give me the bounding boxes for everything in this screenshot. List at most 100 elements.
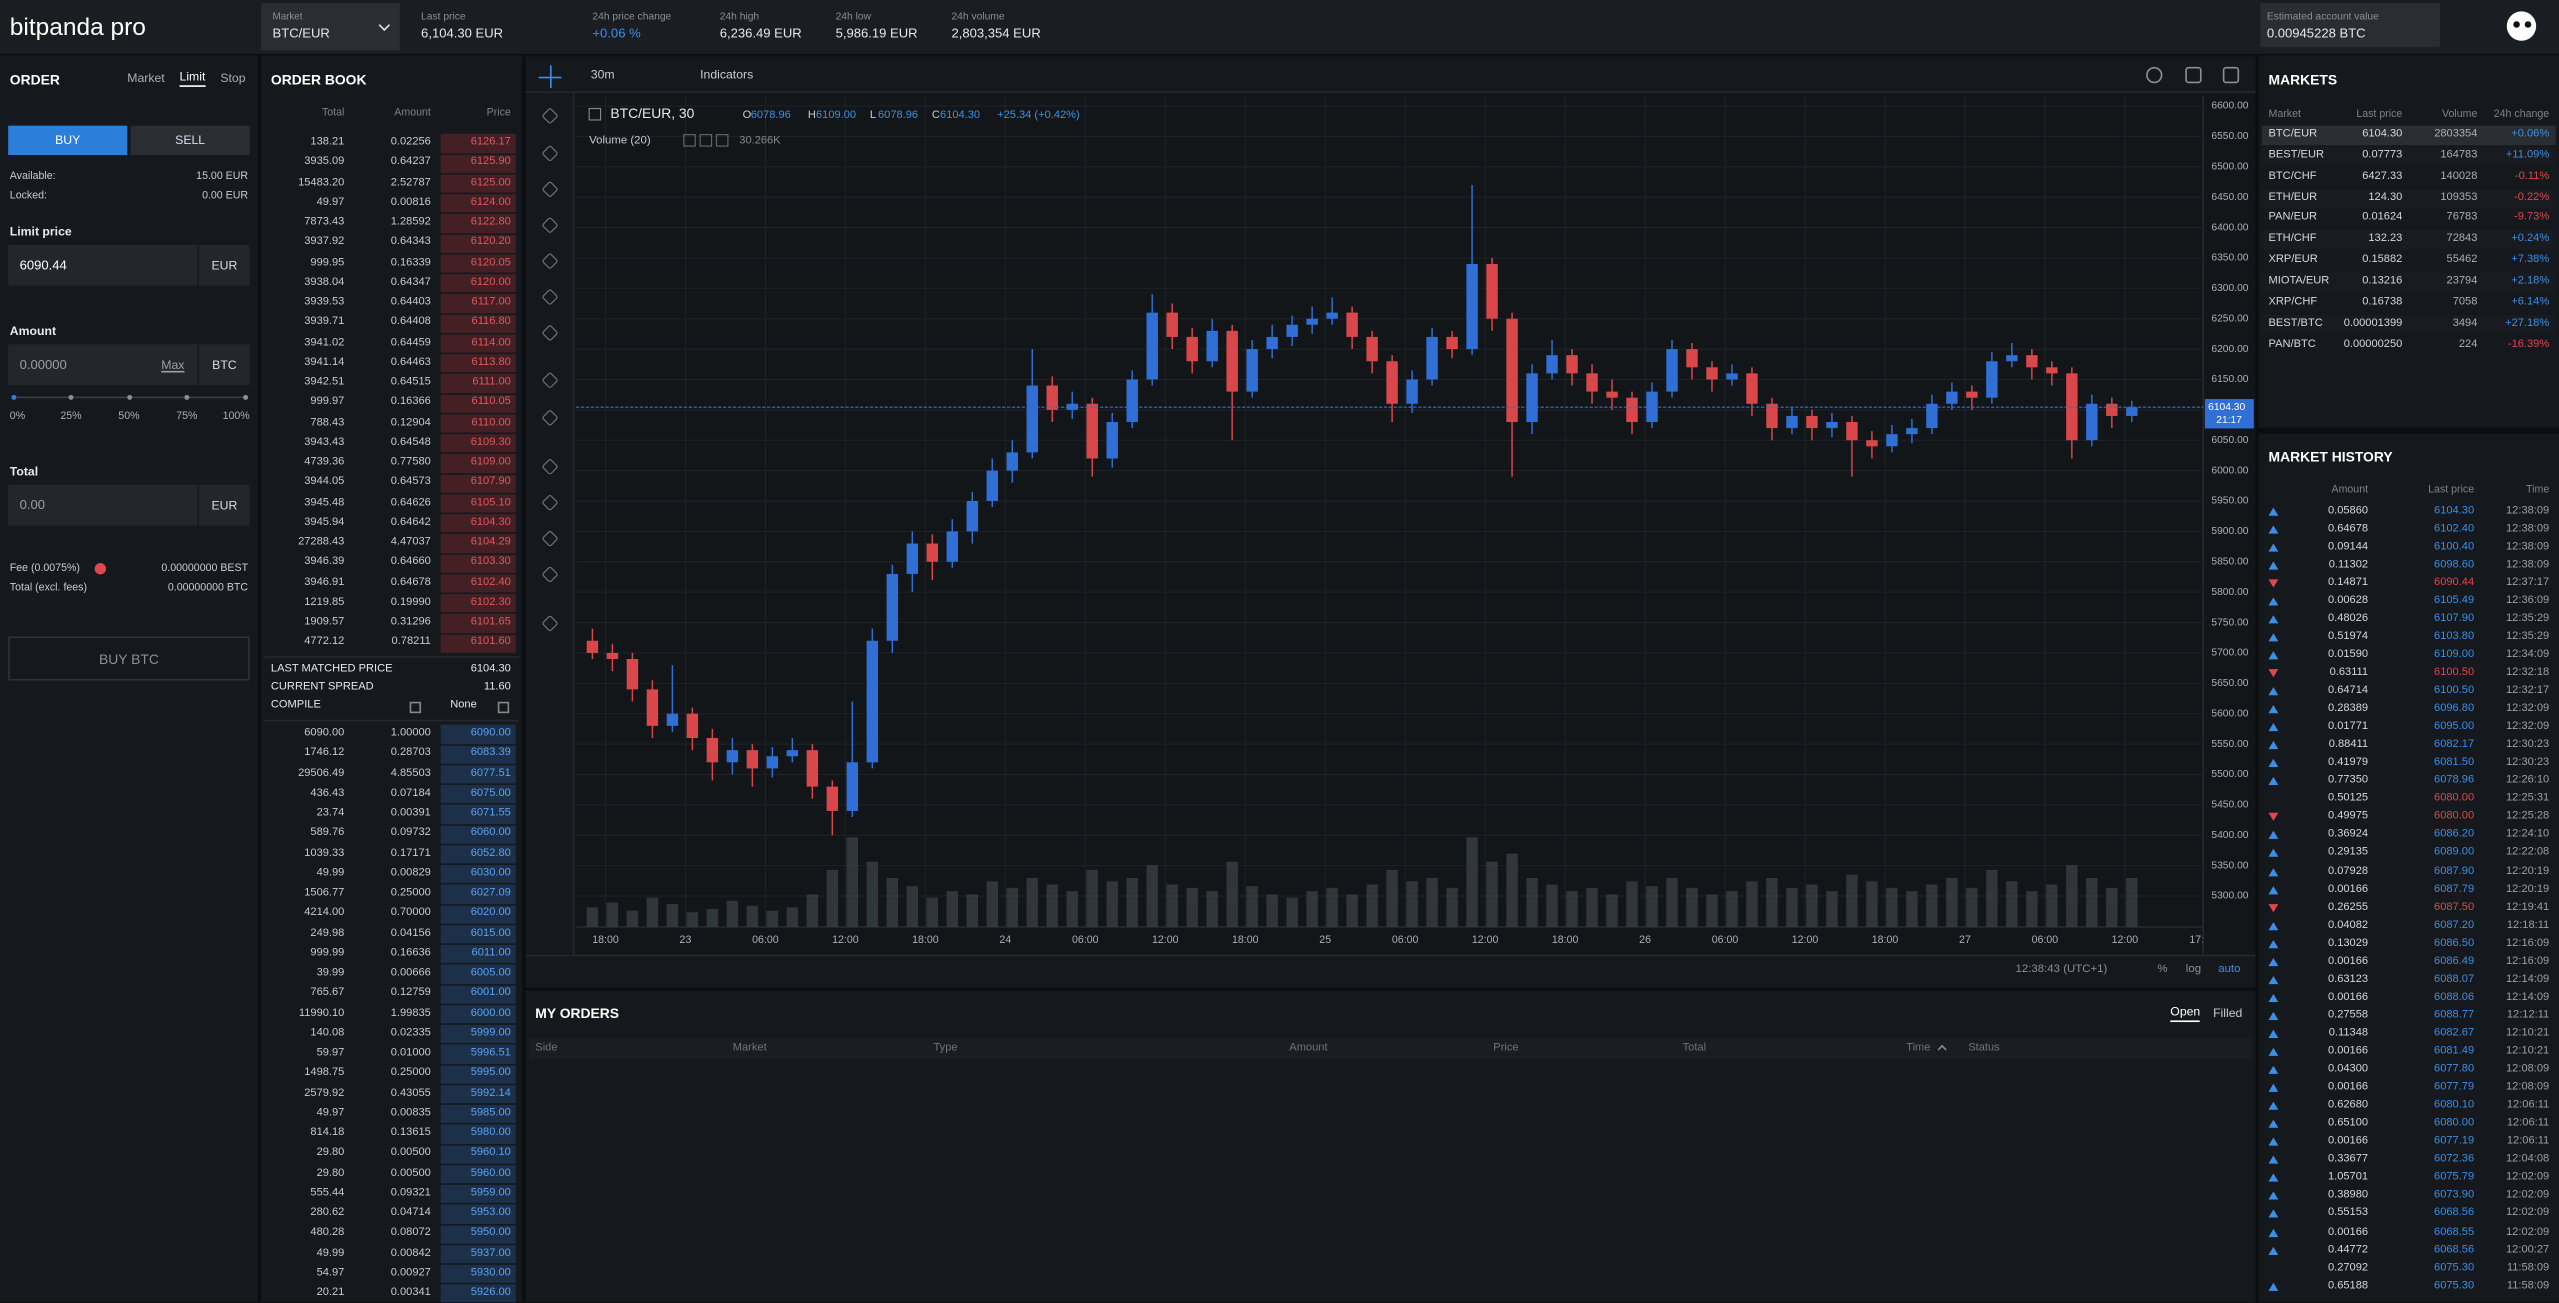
down-arrow (2268, 669, 2279, 678)
market-row[interactable] (2261, 314, 2556, 334)
candle-body (1986, 361, 1998, 398)
trade-time: 12:38:09 (2506, 522, 2550, 534)
volume-bar (1866, 881, 1878, 927)
trade-price: 6096.80 (2434, 702, 2475, 715)
price: 5996.51 (470, 1047, 511, 1059)
candle-body (586, 640, 599, 653)
market-volume: 2803354 (2434, 128, 2478, 140)
market-row[interactable] (2261, 167, 2556, 188)
slider-dot[interactable] (126, 394, 132, 400)
trade-price: 6068.56 (2434, 1207, 2475, 1220)
market-row[interactable] (2261, 251, 2556, 272)
slider-dot[interactable] (68, 394, 74, 400)
total: 1219.85 (304, 596, 345, 608)
submit-button[interactable] (8, 636, 250, 681)
input-value: 6090.44 (19, 257, 67, 272)
chart-footer (525, 954, 2256, 988)
slider-dot[interactable] (242, 394, 248, 400)
toolbar-icon[interactable] (2185, 66, 2202, 84)
amount: 0.28703 (390, 747, 431, 759)
avatar[interactable] (2506, 11, 2537, 41)
candle-body (1446, 336, 1458, 350)
slider-dot[interactable] (10, 394, 16, 400)
panel-title: MARKET HISTORY (2268, 448, 2393, 465)
market-row[interactable] (2261, 188, 2556, 209)
order-tab[interactable]: Limit (179, 70, 206, 87)
volume-bar (726, 900, 739, 927)
scale-option[interactable]: % (2157, 963, 2168, 976)
scale-option[interactable]: auto (2218, 963, 2241, 976)
market-row[interactable] (2261, 209, 2556, 230)
trade-amount: 0.07928 (2327, 865, 2369, 877)
scale-option[interactable]: log (2185, 963, 2202, 976)
y-tick-label: 5600.00 (2211, 708, 2248, 719)
chart-title: BTC/EUR, 30 (610, 105, 694, 121)
slider-dot[interactable] (184, 394, 190, 400)
y-tick-label: 5350.00 (2211, 860, 2248, 871)
volume-bar (1946, 878, 1958, 927)
y-tick-label: 5650.00 (2211, 678, 2248, 689)
market-row[interactable] (2261, 335, 2556, 355)
market-price: 124.30 (2368, 191, 2403, 203)
price-cell (440, 1225, 516, 1244)
price: 6104.30 (470, 516, 511, 528)
price: 6126.17 (470, 136, 511, 148)
panel-title: ORDER (9, 71, 60, 88)
indicators-button[interactable]: Indicators (700, 67, 754, 83)
volume-bar (586, 907, 599, 927)
compile-label: COMPILE (270, 699, 321, 711)
trade-time: 12:06:11 (2506, 1135, 2550, 1148)
buy-button[interactable] (8, 125, 128, 156)
volume-bar (1926, 884, 1938, 927)
market-row[interactable] (2261, 146, 2556, 167)
orders-tab[interactable]: Filled (2213, 1005, 2243, 1021)
market-row[interactable] (2261, 125, 2556, 146)
market-row[interactable] (2261, 230, 2556, 251)
volume-bar (1786, 887, 1798, 927)
volume-bar (1006, 887, 1018, 927)
up-arrow (2268, 1192, 2279, 1201)
total: 138.21 (310, 136, 345, 148)
input-field[interactable] (8, 244, 198, 286)
locked-label: Locked: (9, 190, 47, 202)
volume-bar (1406, 881, 1418, 927)
compile-minus[interactable] (497, 701, 510, 714)
input-field[interactable] (8, 344, 198, 386)
trade-price: 6109.00 (2434, 648, 2475, 661)
trade-amount: 0.65188 (2327, 1279, 2369, 1292)
volume-bar (1526, 878, 1538, 927)
candle-body (1166, 312, 1178, 337)
amount: 0.12759 (390, 987, 431, 999)
market-price: 6427.33 (2362, 170, 2403, 182)
toolbar-icon[interactable] (2222, 66, 2240, 84)
last-matched-label: LAST MATCHED PRICE (270, 663, 393, 676)
amount: 0.64678 (390, 576, 431, 588)
y-tick-label: 5300.00 (2211, 891, 2248, 902)
total: 280.62 (310, 1207, 345, 1219)
orders-tab[interactable]: Open (2170, 1006, 2201, 1022)
interval-button[interactable]: 30m (590, 67, 615, 83)
trade-time: 12:02:09 (2506, 1225, 2550, 1238)
input-field[interactable] (8, 484, 198, 526)
sell-button[interactable] (130, 125, 250, 156)
up-arrow (2268, 741, 2279, 750)
trade-time: 12:32:17 (2506, 684, 2550, 697)
order-tab[interactable]: Market (127, 70, 165, 86)
market-select[interactable] (261, 3, 400, 51)
candle-body (1946, 391, 1958, 404)
up-arrow (2268, 1047, 2279, 1056)
market-row[interactable] (2261, 293, 2556, 314)
volume-bar (1146, 864, 1158, 927)
market-change: -16.39% (2507, 337, 2550, 350)
max-link[interactable]: Max (161, 357, 185, 372)
order-tab[interactable]: Stop (220, 70, 246, 86)
sell-label: SELL (175, 132, 206, 148)
compile-plus[interactable] (409, 701, 422, 714)
unit-box (199, 244, 250, 286)
market-row[interactable] (2261, 272, 2556, 293)
candle-body (2006, 355, 2018, 362)
toolbar-icon[interactable] (2146, 66, 2163, 84)
candle-body (1586, 373, 1598, 392)
amount: 0.25000 (390, 887, 431, 899)
price-cell (440, 454, 516, 473)
